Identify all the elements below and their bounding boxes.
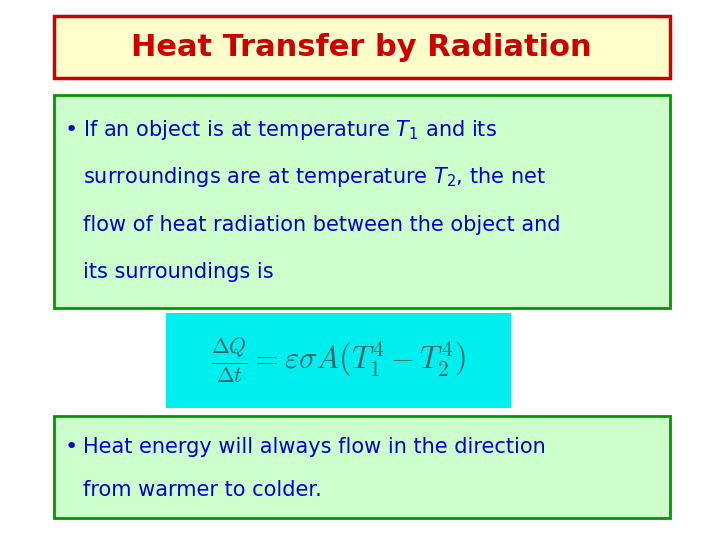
Text: flow of heat radiation between the object and: flow of heat radiation between the objec… [83,214,560,235]
FancyBboxPatch shape [54,94,670,308]
Text: If an object is at temperature $\mathit{T}_{\mathit{1}}$ and its: If an object is at temperature $\mathit{… [83,118,497,141]
Text: •: • [65,436,78,457]
FancyBboxPatch shape [54,416,670,518]
Text: its surroundings is: its surroundings is [83,262,274,282]
Text: surroundings are at temperature $\mathit{T}_{\mathit{2}}$, the net: surroundings are at temperature $\mathit… [83,165,546,189]
FancyBboxPatch shape [166,313,511,408]
FancyBboxPatch shape [54,16,670,78]
Text: •: • [65,119,78,140]
Text: Heat energy will always flow in the direction: Heat energy will always flow in the dire… [83,436,546,457]
Text: Heat Transfer by Radiation: Heat Transfer by Radiation [132,33,592,62]
Text: from warmer to colder.: from warmer to colder. [83,480,322,500]
Text: $\frac{\Delta Q}{\Delta t} = \varepsilon\sigma A\left(T_1^4 - T_2^4\right)$: $\frac{\Delta Q}{\Delta t} = \varepsilon… [211,336,466,385]
